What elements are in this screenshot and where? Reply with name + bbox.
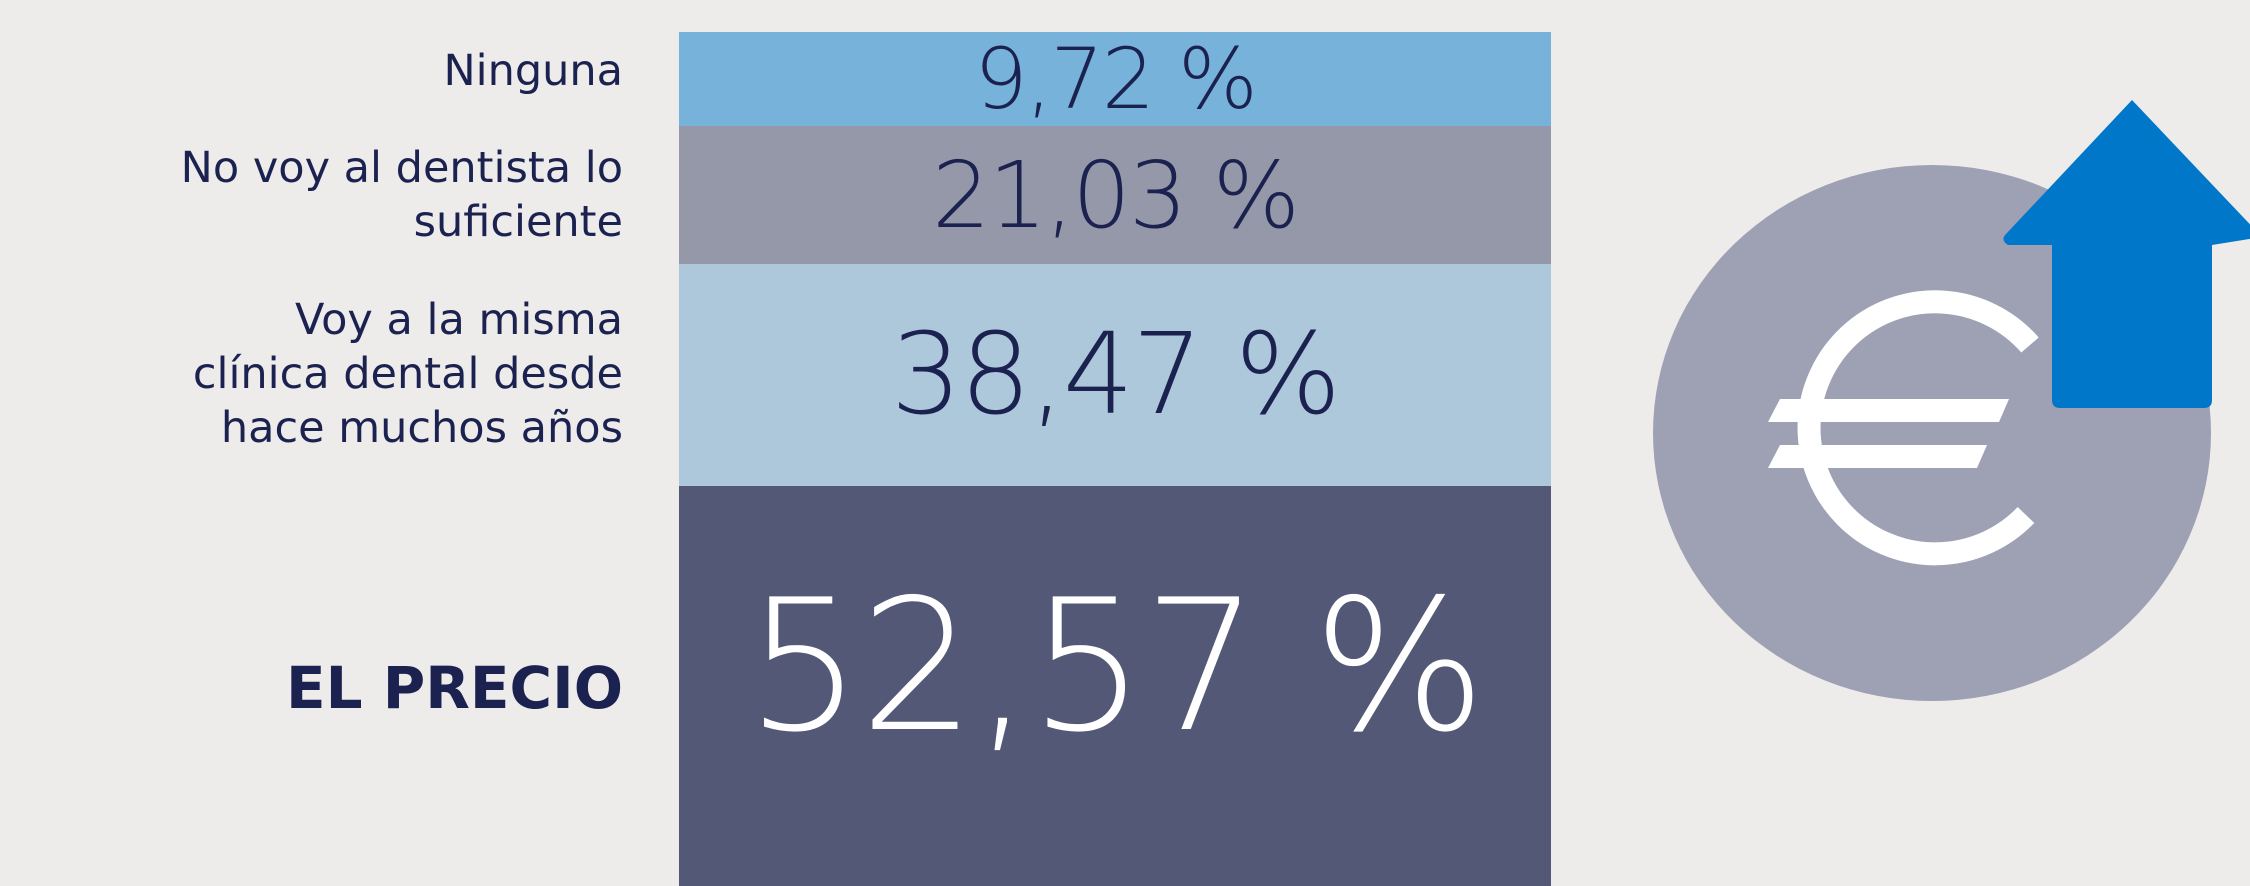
row-label: EL PRECIO: [285, 654, 623, 722]
row-block: 38,47 %: [679, 264, 1551, 486]
row-value: 52,57 %: [746, 560, 1486, 772]
euro-bars: [1768, 399, 2009, 468]
euro-arc: [1797, 290, 2039, 566]
row-block: 9,72 %: [679, 30, 1551, 128]
row-label: Voy a la misma clínica dental desde hace…: [192, 295, 623, 453]
row-block: 21,03 %: [679, 126, 1551, 264]
row-value: 9,72 %: [974, 30, 1258, 128]
up-arrow: [2003, 100, 2250, 408]
row-label: Ninguna: [443, 46, 623, 96]
row-value: 38,47 %: [890, 310, 1342, 440]
coin: [1653, 165, 2211, 701]
row-value: 21,03 %: [931, 141, 1300, 249]
row-block: 52,57 %: [679, 486, 1551, 886]
row-label: No voy al dentista lo suficiente: [180, 143, 623, 247]
